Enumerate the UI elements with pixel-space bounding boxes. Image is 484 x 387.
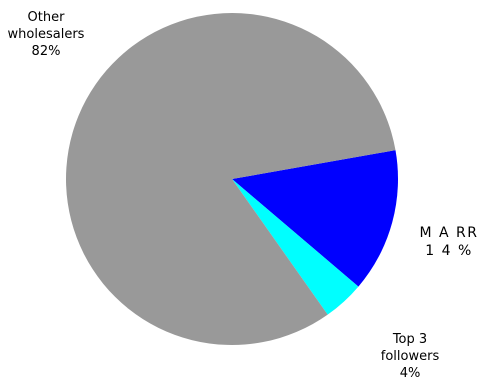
slice-label-top3-followers: Top 3 followers 4% bbox=[362, 331, 458, 382]
slice-label-other-line2: wholesalers bbox=[7, 27, 85, 42]
slice-label-top3-pct: 4% bbox=[399, 366, 421, 381]
slice-label-other-pct: 82% bbox=[31, 44, 61, 59]
slice-label-other-wholesalers: Other wholesalers 82% bbox=[0, 9, 92, 60]
slice-label-other-line1: Other bbox=[27, 10, 65, 25]
slice-label-marr-name: M A RR bbox=[419, 225, 479, 241]
slice-label-marr: M A RR 1 4 % bbox=[414, 224, 484, 260]
pie-slice-top-3-followers bbox=[232, 179, 359, 315]
slice-label-top3-line2: followers bbox=[380, 349, 440, 364]
pie-slice-marr bbox=[232, 150, 399, 287]
slice-label-top3-line1: Top 3 bbox=[392, 332, 428, 347]
slice-label-marr-pct: 1 4 % bbox=[425, 243, 473, 259]
pie-slice-other-wholesalers bbox=[66, 13, 396, 346]
